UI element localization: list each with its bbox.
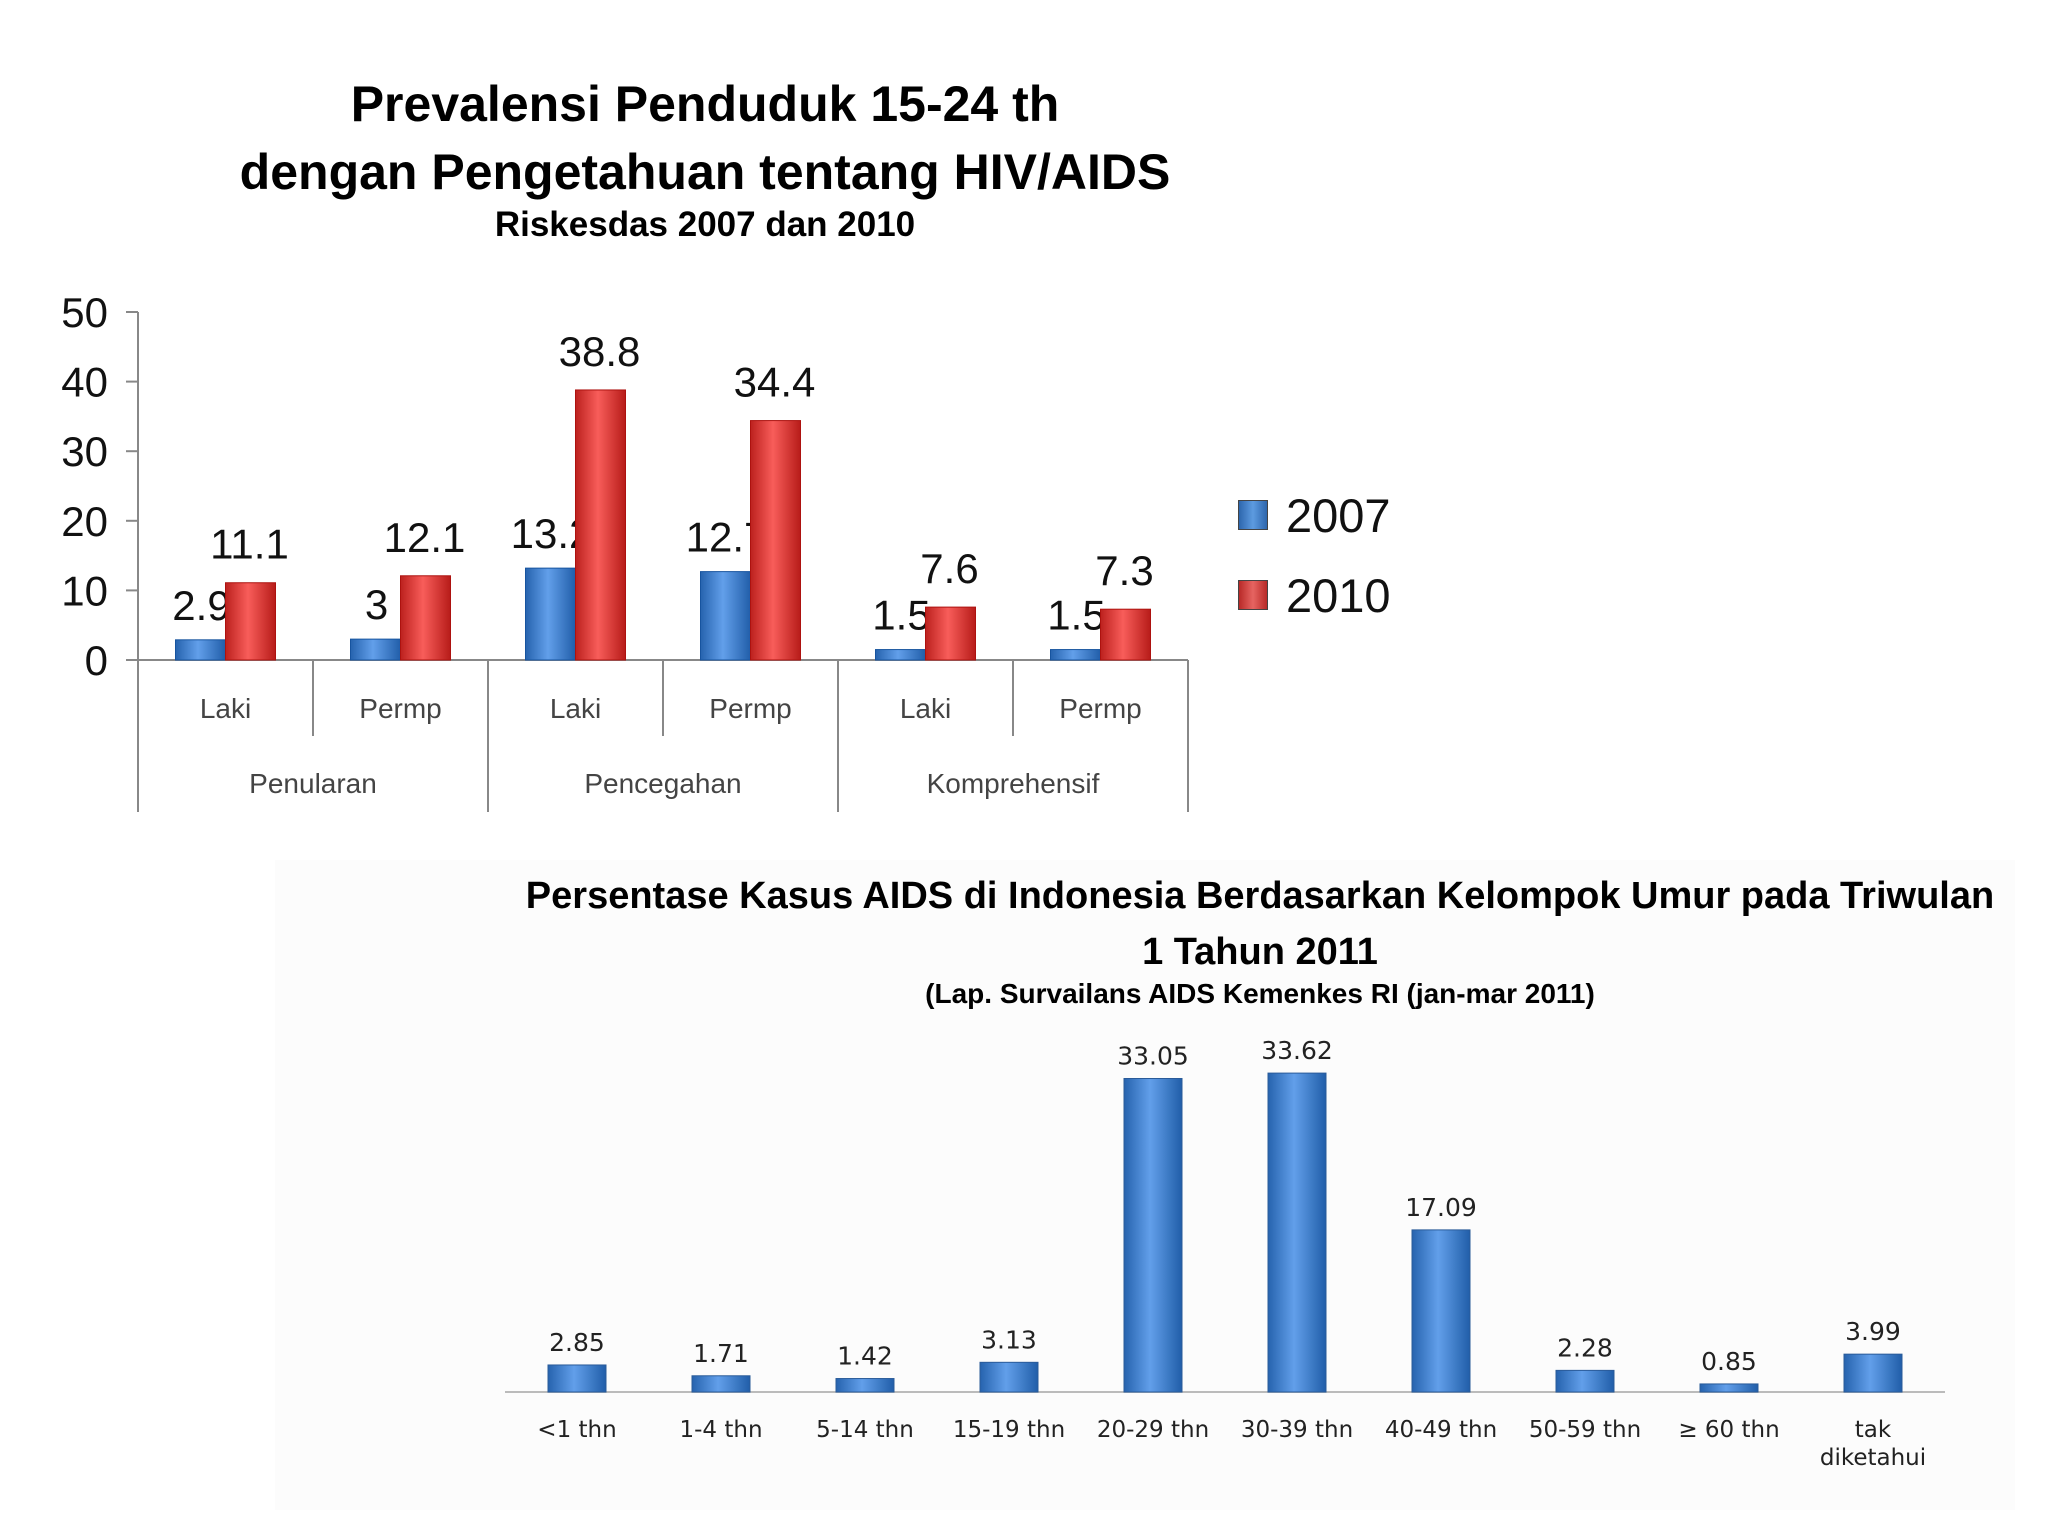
- chart1-title-line2: dengan Pengetahuan tentang HIV/AIDS: [239, 144, 1171, 200]
- chart2-category-label: 50-59 thn: [1529, 1417, 1641, 1443]
- chart1-bar-2010: [1100, 608, 1151, 661]
- chart1-y-tick-label: 40: [61, 359, 108, 406]
- chart2-category-label: ≥ 60 thn: [1678, 1417, 1779, 1443]
- chart2-category-label: <1 thn: [537, 1417, 616, 1443]
- chart1-y-tick-label: 0: [85, 637, 108, 684]
- chart2-category-label: 40-49 thn: [1385, 1417, 1497, 1443]
- chart1-bar-2010: [750, 420, 801, 661]
- chart2-bar-value-label: 17.09: [1405, 1193, 1477, 1222]
- chart1-bar-2010: [925, 606, 976, 661]
- chart2-category-label: 1-4 thn: [679, 1417, 762, 1443]
- chart1-bar-value-label: 11.1: [210, 521, 289, 568]
- chart1-bar-2010: [400, 575, 451, 661]
- legend-item-2007: 2007: [1238, 475, 1391, 555]
- chart1-plot: 01020304050Laki2.911.1Permp312.1Laki13.2…: [61, 289, 1189, 812]
- chart2-bar-value-label: 2.28: [1557, 1333, 1613, 1362]
- chart1-category-label: Permp: [1059, 693, 1141, 724]
- chart1-bar-value-label: 3: [365, 581, 388, 628]
- chart2-bar: [1843, 1353, 1903, 1393]
- chart2-bar-value-label: 2.85: [549, 1328, 605, 1357]
- chart1-bar-value-label: 2.9: [172, 582, 230, 629]
- chart1-bar-2007: [700, 571, 751, 661]
- chart2-bar: [1267, 1072, 1327, 1393]
- chart2-bar: [691, 1375, 751, 1393]
- chart1-title-line1: Prevalensi Penduduk 15-24 th: [350, 76, 1060, 132]
- legend-label-2007: 2007: [1286, 488, 1391, 542]
- chart1-category-label: Laki: [550, 693, 601, 724]
- chart2-bar-value-label: 1.71: [693, 1339, 749, 1368]
- chart1-y-tick-label: 50: [61, 289, 108, 336]
- chart2-bar-value-label: 3.99: [1845, 1317, 1901, 1346]
- chart1-bar-2010: [225, 582, 276, 661]
- legend-swatch-2007: [1238, 500, 1268, 530]
- legend-swatch-2010: [1238, 580, 1268, 610]
- chart2-bar: [1555, 1369, 1615, 1393]
- chart2-category-label: 30-39 thn: [1241, 1417, 1353, 1443]
- chart1-title: Prevalensi Penduduk 15-24 th dengan Peng…: [140, 70, 1270, 206]
- chart1-group-label: Penularan: [249, 768, 377, 799]
- chart1-bar-value-label: 7.3: [1095, 547, 1153, 594]
- legend-label-2010: 2010: [1286, 568, 1391, 622]
- chart1-bar-value-label: 1.5: [872, 592, 930, 639]
- chart2-bar-value-label: 33.05: [1117, 1041, 1189, 1070]
- chart1-category-label: Laki: [200, 693, 251, 724]
- chart2-title-line2: 1 Tahun 2011: [1142, 931, 1378, 973]
- legend-item-2010: 2010: [1238, 555, 1391, 635]
- chart1-group-label: Komprehensif: [927, 768, 1100, 799]
- chart1-bar-2007: [525, 567, 576, 661]
- chart1-subtitle: Riskesdas 2007 dan 2010: [494, 205, 916, 244]
- chart2-subtitle: (Lap. Survailans AIDS Kemenkes RI (jan-m…: [925, 978, 1595, 1009]
- chart2-bar: [1123, 1077, 1183, 1393]
- chart1-category-label: Laki: [900, 693, 951, 724]
- chart1-y-tick-label: 10: [61, 567, 108, 614]
- chart2-bar: [1411, 1229, 1471, 1393]
- chart2-title-line1: Persentase Kasus AIDS di Indonesia Berda…: [525, 875, 1995, 917]
- chart2-category-label: 20-29 thn: [1097, 1417, 1209, 1443]
- chart1-category-label: Permp: [359, 693, 441, 724]
- chart1-y-tick-label: 20: [61, 498, 108, 545]
- chart1-bar-value-label: 38.8: [559, 328, 641, 375]
- chart2-bar: [979, 1361, 1039, 1393]
- chart2-category-label: 5-14 thn: [816, 1417, 914, 1443]
- chart2-category-label: 15-19 thn: [953, 1417, 1065, 1443]
- chart2-bar-value-label: 33.62: [1261, 1036, 1333, 1065]
- chart1-y-tick-label: 30: [61, 428, 108, 475]
- chart1-legend: 2007 2010: [1238, 475, 1391, 635]
- chart1-category-label: Permp: [709, 693, 791, 724]
- chart2-title: Persentase Kasus AIDS di Indonesia Berda…: [480, 868, 2040, 980]
- chart1-bar-2010: [575, 389, 626, 661]
- chart1-group-label: Pencegahan: [584, 768, 741, 799]
- chart2-category-label-line2: diketahui: [1820, 1445, 1926, 1471]
- chart2-category-label: tak: [1855, 1417, 1892, 1443]
- chart2-bar-value-label: 1.42: [837, 1342, 893, 1371]
- chart1-bar-value-label: 7.6: [920, 545, 978, 592]
- chart2-bar: [835, 1378, 895, 1393]
- chart1-bar-value-label: 1.5: [1047, 592, 1105, 639]
- chart1-bar-value-label: 34.4: [734, 359, 816, 406]
- chart2-bar-value-label: 0.85: [1701, 1347, 1757, 1376]
- chart2-bar: [1699, 1383, 1759, 1393]
- chart1-bar-value-label: 12.1: [384, 514, 466, 561]
- chart2-bar: [547, 1364, 607, 1393]
- chart2-bar-value-label: 3.13: [981, 1325, 1037, 1354]
